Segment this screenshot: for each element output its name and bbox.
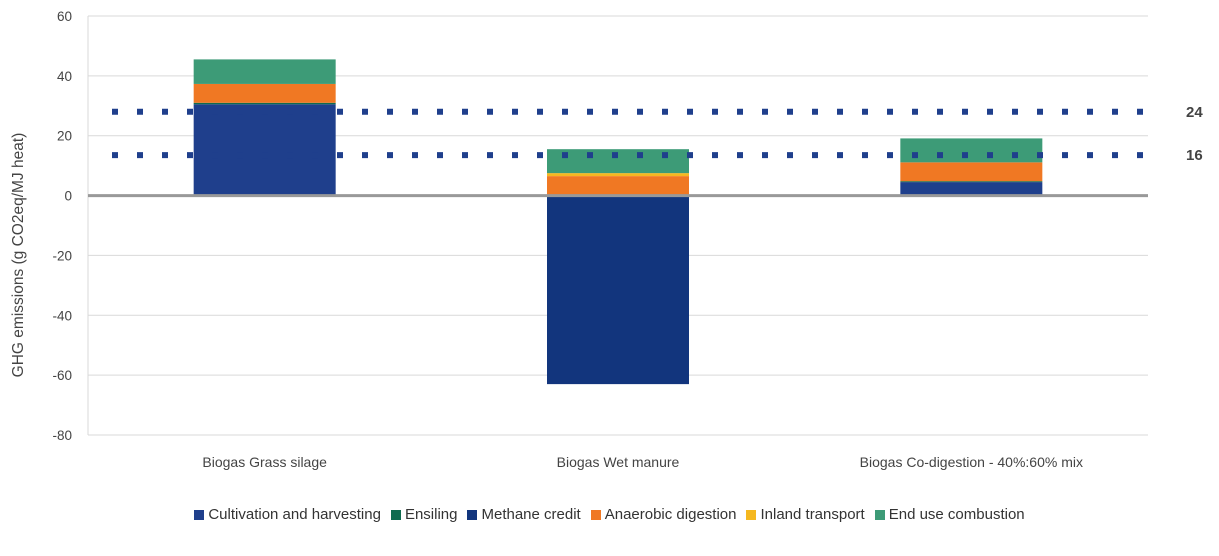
bar-segment [193,102,336,105]
y-tick-label: 40 [57,69,72,84]
legend-swatch [390,509,401,520]
bar-segment [193,83,336,103]
category-label: Biogas Grass silage [202,454,327,470]
legend-item: Inland transport [746,506,865,523]
legend-label: Methane credit [481,506,581,523]
bar-segment [900,182,1043,196]
legend-item: Methane credit [467,506,581,523]
y-tick-label: 0 [64,189,72,204]
legend-swatch [590,509,601,520]
y-tick-label: -40 [52,308,72,323]
bar-segment [193,104,336,196]
y-tick-label: 20 [57,129,72,144]
legend-label: Inland transport [760,506,865,523]
legend-item: End use combustion [874,506,1025,523]
legend-item: Cultivation and harvesting [194,506,381,523]
reference-line-label: 16 [1186,147,1203,164]
category-label: Biogas Wet manure [557,454,680,470]
legend-item: Anaerobic digestion [590,506,737,523]
bar-segment [900,162,1043,182]
bars [193,59,1043,385]
legend-swatch [194,509,205,520]
y-tick-labels: 60 40 20 0 -20 -40 -60 -80 [52,9,72,443]
bar-segment [547,173,689,177]
legend-label: Cultivation and harvesting [208,506,381,523]
chart: 60 40 20 0 -20 -40 -60 -80 24 16 Biogas Grass si… [10,9,1203,470]
legend-label: End use combustion [888,506,1025,523]
y-tick-label: -60 [52,368,72,383]
legend-item: Ensiling [390,506,458,523]
legend-swatch [467,509,478,520]
y-axis-label: GHG emissions (g CO2eq/MJ heat) [10,133,27,378]
legend-swatch [746,509,757,520]
bar-segment [193,59,336,84]
reference-lines: 24 16 [112,104,1203,164]
legend-swatch [874,509,885,520]
bar-segment [547,149,689,174]
y-tick-label: -20 [52,248,72,263]
bar-segment [900,181,1043,183]
category-label: Biogas Co-digestion - 40%:60% mix [860,454,1083,470]
y-tick-label: -80 [52,428,72,443]
legend-label: Anaerobic digestion [604,506,737,523]
legend-label: Ensiling [404,506,458,523]
bar-segment [547,195,689,385]
bar-segment [900,138,1043,163]
y-tick-label: 60 [57,9,72,24]
reference-line-label: 24 [1186,104,1203,121]
legend: Cultivation and harvesting Ensiling Methan… [0,506,1219,523]
category-labels: Biogas Grass silage Biogas Wet manure Biog… [202,454,1083,470]
bar-segment [547,176,689,196]
